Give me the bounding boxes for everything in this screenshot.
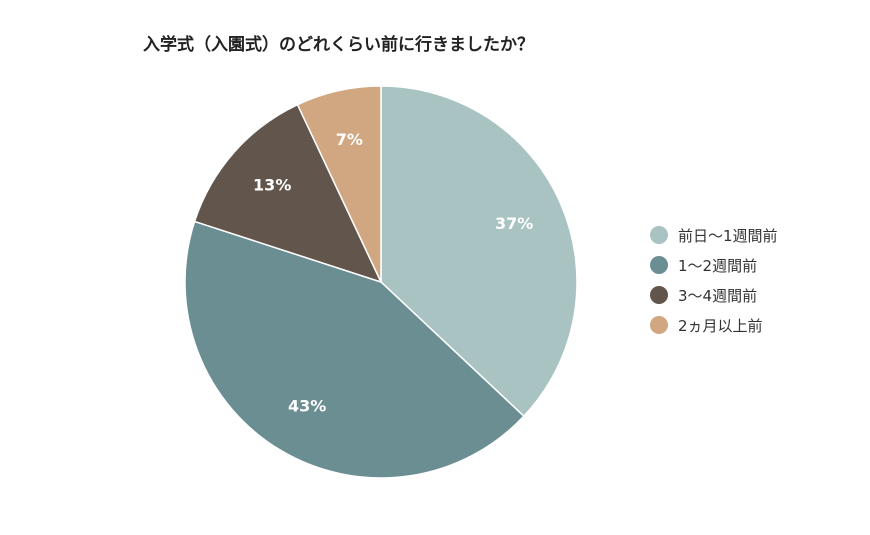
- legend-item: 3〜4週間前: [650, 280, 778, 310]
- legend-swatch-icon: [650, 316, 668, 334]
- pie-slice: [296, 85, 382, 283]
- legend-item: 前日〜1週間前: [650, 220, 778, 250]
- legend-item: 1〜2週間前: [650, 250, 778, 280]
- legend-label: 1〜2週間前: [678, 256, 758, 275]
- pie-slice: [184, 220, 525, 479]
- legend-swatch-icon: [650, 256, 668, 274]
- legend-item: 2ヵ月以上前: [650, 310, 778, 340]
- slice-data-label: 7%: [336, 130, 363, 149]
- pie-slice: [193, 103, 383, 284]
- pie-slice: [380, 85, 578, 418]
- legend-label: 3〜4週間前: [678, 286, 758, 305]
- legend-label: 前日〜1週間前: [678, 226, 778, 245]
- slice-data-label: 13%: [253, 176, 291, 195]
- slice-data-label: 43%: [288, 396, 326, 415]
- legend-swatch-icon: [650, 286, 668, 304]
- pie-chart: 37% 43% 13% 7%: [184, 85, 578, 479]
- legend-swatch-icon: [650, 226, 668, 244]
- legend: 前日〜1週間前 1〜2週間前 3〜4週間前 2ヵ月以上前: [650, 220, 778, 340]
- chart-title: 入学式（入園式）のどれくらい前に行きましたか？: [143, 35, 534, 55]
- slice-data-label: 37%: [495, 214, 533, 233]
- legend-label: 2ヵ月以上前: [678, 316, 763, 335]
